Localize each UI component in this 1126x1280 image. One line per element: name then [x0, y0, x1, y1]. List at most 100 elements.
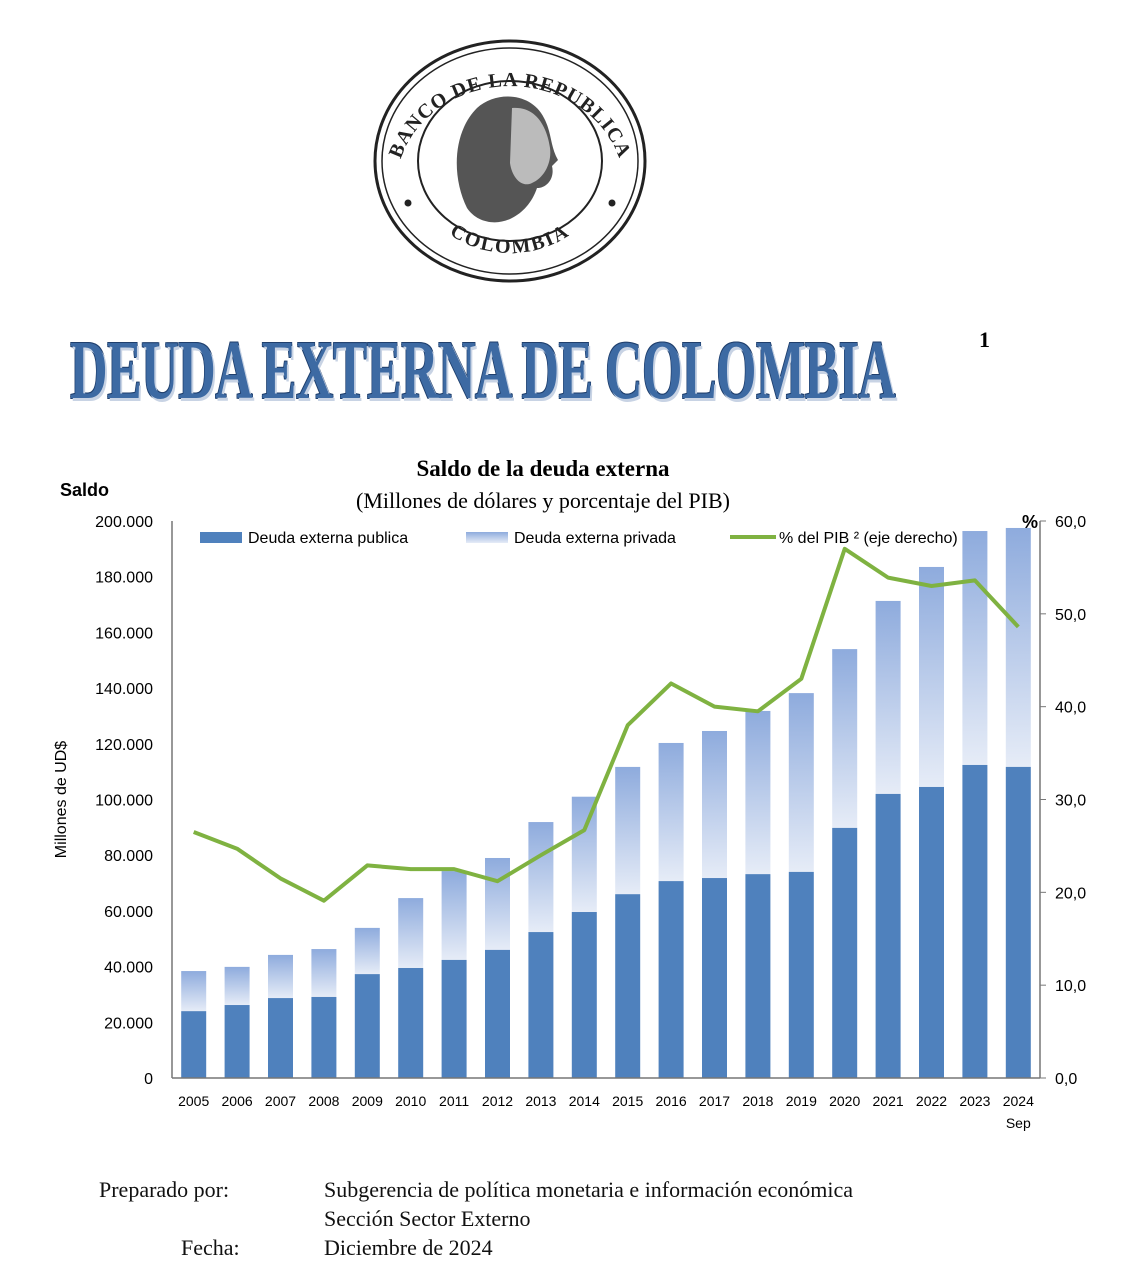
- x-tick-label: 2015: [612, 1093, 643, 1109]
- bar-public-2018: [745, 874, 771, 1078]
- legend-label-private: Deuda externa privada: [514, 530, 676, 547]
- bar-public-2016: [658, 881, 684, 1078]
- bar-public-2021: [875, 793, 901, 1078]
- bar-private-2008: [311, 949, 337, 997]
- y-axis-label: Millones de UD$: [53, 741, 70, 858]
- y2-tick-label: 40,0: [1055, 700, 1086, 717]
- chart-subtitle: (Millones de dólares y porcentaje del PI…: [356, 488, 730, 513]
- bar-private-2006: [224, 966, 250, 1006]
- y2-tick-label: 30,0: [1055, 793, 1086, 810]
- x-tick-label: 2014: [569, 1093, 600, 1109]
- x-tick-label: 2008: [308, 1093, 339, 1109]
- bar-public-2019: [788, 871, 814, 1078]
- y-tick-label: 140.000: [95, 681, 153, 698]
- bar-public-2009: [354, 974, 380, 1078]
- bar-private-2005: [181, 971, 207, 1012]
- line-pct-pib: [192, 546, 1020, 903]
- x-tick-label: 2013: [525, 1093, 556, 1109]
- legend-swatch-public: [200, 532, 242, 543]
- x-tick-label: 2023: [959, 1093, 990, 1109]
- y2-tick-label: 20,0: [1055, 885, 1086, 902]
- y-tick-label: 20.000: [104, 1015, 153, 1032]
- bar-private-2024: [1005, 527, 1031, 767]
- bar-private-2007: [268, 954, 293, 999]
- x-tick-label: 2016: [656, 1093, 687, 1109]
- bar-private-2009: [354, 927, 380, 975]
- x-tick-label: 2021: [873, 1093, 904, 1109]
- y-tick-label: 200.000: [95, 514, 153, 531]
- x-tick-label: 2024: [1003, 1093, 1034, 1109]
- x-tick-label: 2007: [265, 1093, 296, 1109]
- bar-public-2017: [702, 878, 727, 1078]
- x-tick-sublabel: Sep: [1006, 1115, 1031, 1131]
- bar-public-2012: [485, 949, 510, 1078]
- bar-private-2017: [702, 730, 727, 879]
- bar-public-2015: [615, 894, 641, 1078]
- bar-public-2011: [441, 959, 467, 1078]
- chart-title: Saldo de la deuda externa: [416, 456, 670, 481]
- document-title: DEUDA EXTERNA DE COLOMBIA: [70, 324, 896, 417]
- x-tick-label: 2009: [352, 1093, 383, 1109]
- bar-private-2021: [875, 600, 901, 794]
- y-tick-label: 160.000: [95, 625, 153, 642]
- bar-public-2006: [224, 1005, 250, 1078]
- left-axis-title: Saldo: [60, 480, 109, 500]
- bar-public-2020: [832, 827, 858, 1078]
- bar-public-2023: [962, 764, 988, 1078]
- bar-public-2010: [398, 967, 424, 1078]
- x-tick-label: 2022: [916, 1093, 947, 1109]
- x-tick-label: 2012: [482, 1093, 513, 1109]
- bar-private-2018: [745, 710, 771, 875]
- x-tick-label: 2020: [829, 1093, 860, 1109]
- bar-private-2022: [919, 566, 944, 787]
- bar-private-2019: [788, 693, 814, 872]
- x-tick-label: 2017: [699, 1093, 730, 1109]
- bar-private-2011: [441, 871, 467, 960]
- y2-tick-label: 0,0: [1055, 1071, 1077, 1088]
- prepared-line2: Sección Sector Externo: [324, 1206, 531, 1231]
- y-tick-label: 0: [144, 1071, 153, 1088]
- bar-private-2015: [615, 766, 641, 895]
- bar-private-2012: [485, 857, 510, 950]
- bar-private-2020: [832, 649, 858, 828]
- bar-private-2013: [528, 822, 554, 933]
- bar-public-2022: [919, 786, 944, 1078]
- bar-public-2007: [268, 998, 293, 1078]
- bar-private-2023: [962, 531, 988, 765]
- x-tick-label: 2011: [439, 1093, 469, 1109]
- legend-swatch-private: [466, 532, 508, 543]
- y-tick-label: 100.000: [95, 793, 153, 810]
- bar-private-2016: [658, 742, 684, 882]
- y2-tick-label: 50,0: [1055, 607, 1086, 624]
- y-tick-label: 40.000: [104, 960, 153, 977]
- x-tick-label: 2010: [395, 1093, 426, 1109]
- x-tick-label: 2019: [786, 1093, 817, 1109]
- x-tick-label: 2005: [178, 1093, 209, 1109]
- y2-tick-label: 60,0: [1055, 514, 1086, 531]
- y-tick-label: 180.000: [95, 570, 153, 587]
- bar-private-2010: [398, 898, 424, 968]
- banco-de-la-republica-seal: BANCO DE LA REPUBLICA COLOMBIA: [373, 39, 647, 283]
- bar-public-2005: [181, 1011, 207, 1078]
- legend-label-public: Deuda externa publica: [248, 530, 408, 547]
- bar-public-2024: [1005, 766, 1031, 1078]
- bar-public-2014: [571, 912, 597, 1078]
- prepared-line1: Subgerencia de política monetaria e info…: [324, 1177, 853, 1202]
- right-axis-title: %: [1022, 512, 1038, 532]
- date-value: Diciembre de 2024: [324, 1235, 493, 1260]
- bar-public-2008: [311, 996, 337, 1078]
- prepared-label: Preparado por:: [99, 1177, 230, 1202]
- y-tick-label: 60.000: [104, 904, 153, 921]
- y2-tick-label: 10,0: [1055, 978, 1086, 995]
- date-label: Fecha:: [181, 1235, 240, 1260]
- y-tick-label: 120.000: [95, 737, 153, 754]
- legend-label-line: % del PIB ² (eje derecho): [779, 530, 958, 547]
- page-number: 1: [979, 327, 990, 352]
- y-tick-label: 80.000: [104, 848, 153, 865]
- bar-private-2014: [571, 796, 597, 913]
- x-tick-label: 2006: [222, 1093, 253, 1109]
- bar-public-2013: [528, 932, 554, 1078]
- x-tick-label: 2018: [742, 1093, 773, 1109]
- debt-chart: Saldo de la deuda externa (Millones de dó…: [53, 456, 1086, 1131]
